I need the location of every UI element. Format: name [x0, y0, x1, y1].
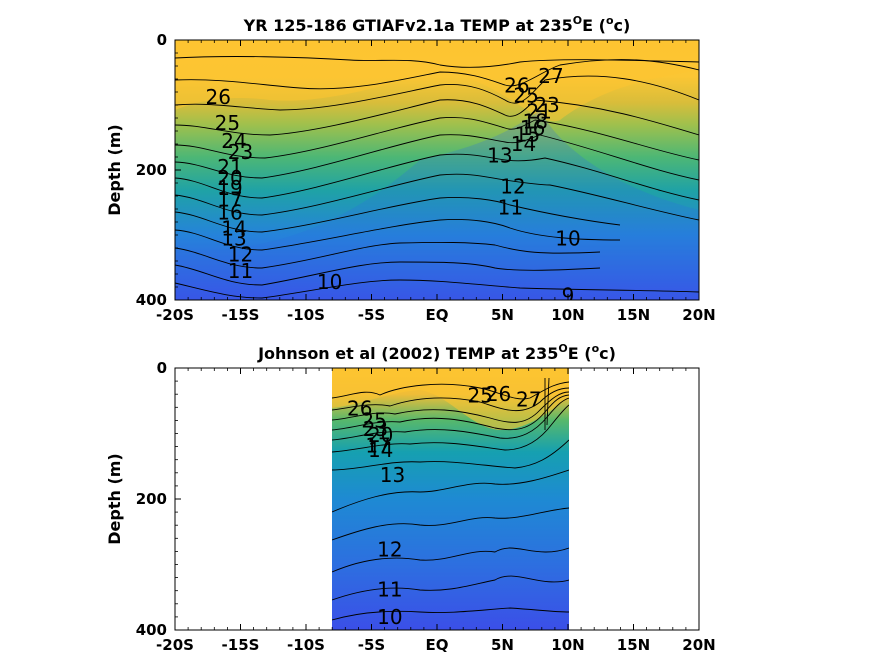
top-contour-label: 20: [217, 166, 242, 190]
top-x-tick-label: 20N: [682, 306, 715, 324]
bottom-contour-label: 26: [347, 397, 372, 421]
top-contour-label: 21: [526, 100, 551, 124]
bottom-contour-label: 13: [380, 463, 405, 487]
bottom-contour-label: 14: [368, 438, 393, 462]
bottom-panel-title: Johnson et al (2002) TEMP at 235OE (oc): [257, 342, 616, 363]
bottom-contour-label: 25: [361, 408, 386, 432]
top-contour-label: 27: [538, 64, 563, 88]
bottom-contour-label: 25: [468, 384, 493, 408]
top-x-tick-label: -5S: [358, 306, 385, 324]
bottom-x-ticks: -20S -15S -10S -5S EQ 5N 10N 15N 20N: [156, 368, 716, 654]
bottom-x-tick-label: 15N: [617, 636, 650, 654]
top-contour-label: 15: [515, 122, 540, 146]
bottom-contour-label: 10: [377, 605, 402, 629]
top-contour-label: 10: [317, 270, 342, 294]
top-contour-label: 9: [562, 283, 575, 307]
top-panel: YR 125-186 GTIAFv2.1a TEMP at 235OE (oc): [105, 14, 716, 324]
bottom-contours: [332, 377, 569, 621]
top-y-axis-label: Depth (m): [105, 124, 124, 216]
top-x-tick-label: 10N: [551, 306, 584, 324]
top-contour-label: 23: [228, 140, 253, 164]
top-x-tick-label: -15S: [222, 306, 260, 324]
top-panel-title: YR 125-186 GTIAFv2.1a TEMP at 235OE (oc): [243, 14, 631, 35]
bottom-y-tick-label: 200: [136, 490, 167, 508]
bottom-contour-label: 23: [363, 417, 388, 441]
bottom-x-tick-label: EQ: [426, 636, 449, 654]
bottom-contour-label: 27: [516, 387, 541, 411]
bottom-y-axis-label: Depth (m): [105, 453, 124, 545]
top-contour-label: 13: [221, 226, 246, 250]
bottom-contour-label: 17: [365, 433, 390, 457]
bottom-y-ticks: 0 200 400: [136, 359, 181, 639]
bottom-contour-label: 12: [377, 537, 402, 561]
top-contour-label: 11: [498, 196, 523, 220]
top-contour-label: 18: [523, 109, 548, 133]
top-y-ticks: 0 200 400: [136, 31, 181, 309]
top-x-tick-label: 15N: [617, 306, 650, 324]
top-contour-label: 21: [217, 155, 242, 179]
bottom-contour-label: 11: [377, 577, 402, 601]
bottom-y-tick-label: 0: [157, 359, 167, 377]
top-contour-label: 26: [504, 74, 529, 98]
bottom-panel: Johnson et al (2002) TEMP at 235OE (oc): [105, 342, 716, 654]
top-x-ticks: -20S -15S -10S -5S EQ 5N 10N 15N 20N: [156, 40, 716, 324]
bottom-x-tick-label: 5N: [491, 636, 514, 654]
top-contour-label: 14: [221, 217, 246, 241]
top-contour-label: 26: [206, 85, 231, 109]
top-y-tick-label: 200: [136, 161, 167, 179]
bottom-x-tick-label: -20S: [156, 636, 194, 654]
top-y-tick-label: 400: [136, 291, 167, 309]
top-x-tick-label: -20S: [156, 306, 194, 324]
top-contour-label: 19: [217, 176, 242, 200]
bottom-contour-label: 26: [486, 382, 511, 406]
top-contour-label: 24: [221, 129, 246, 153]
top-x-tick-label: EQ: [426, 306, 449, 324]
bottom-x-tick-label: -5S: [358, 636, 385, 654]
top-contour-label: 16: [217, 200, 242, 224]
top-contour-label: 16: [520, 116, 545, 140]
top-contour-label: 25: [215, 111, 240, 135]
top-x-tick-label: 5N: [491, 306, 514, 324]
bottom-contour-label: 20: [368, 423, 393, 447]
top-contour-label: 13: [487, 144, 512, 168]
top-contour-label: 12: [228, 243, 253, 267]
top-y-tick-label: 0: [157, 31, 167, 49]
top-contours: [175, 56, 699, 299]
bottom-x-tick-label: 20N: [682, 636, 715, 654]
top-contour-label: 25: [513, 83, 538, 107]
top-contour-label: 12: [500, 174, 525, 198]
bottom-y-tick-label: 400: [136, 621, 167, 639]
bottom-x-tick-label: 10N: [551, 636, 584, 654]
top-contour-label: 11: [228, 259, 253, 283]
bottom-x-tick-label: -10S: [287, 636, 325, 654]
top-contour-label: 14: [511, 132, 536, 156]
top-contour-label: 10: [555, 226, 580, 250]
top-contour-label: 17: [217, 187, 242, 211]
top-contour-label: 23: [534, 93, 559, 117]
top-x-tick-label: -10S: [287, 306, 325, 324]
bottom-x-tick-label: -15S: [222, 636, 260, 654]
